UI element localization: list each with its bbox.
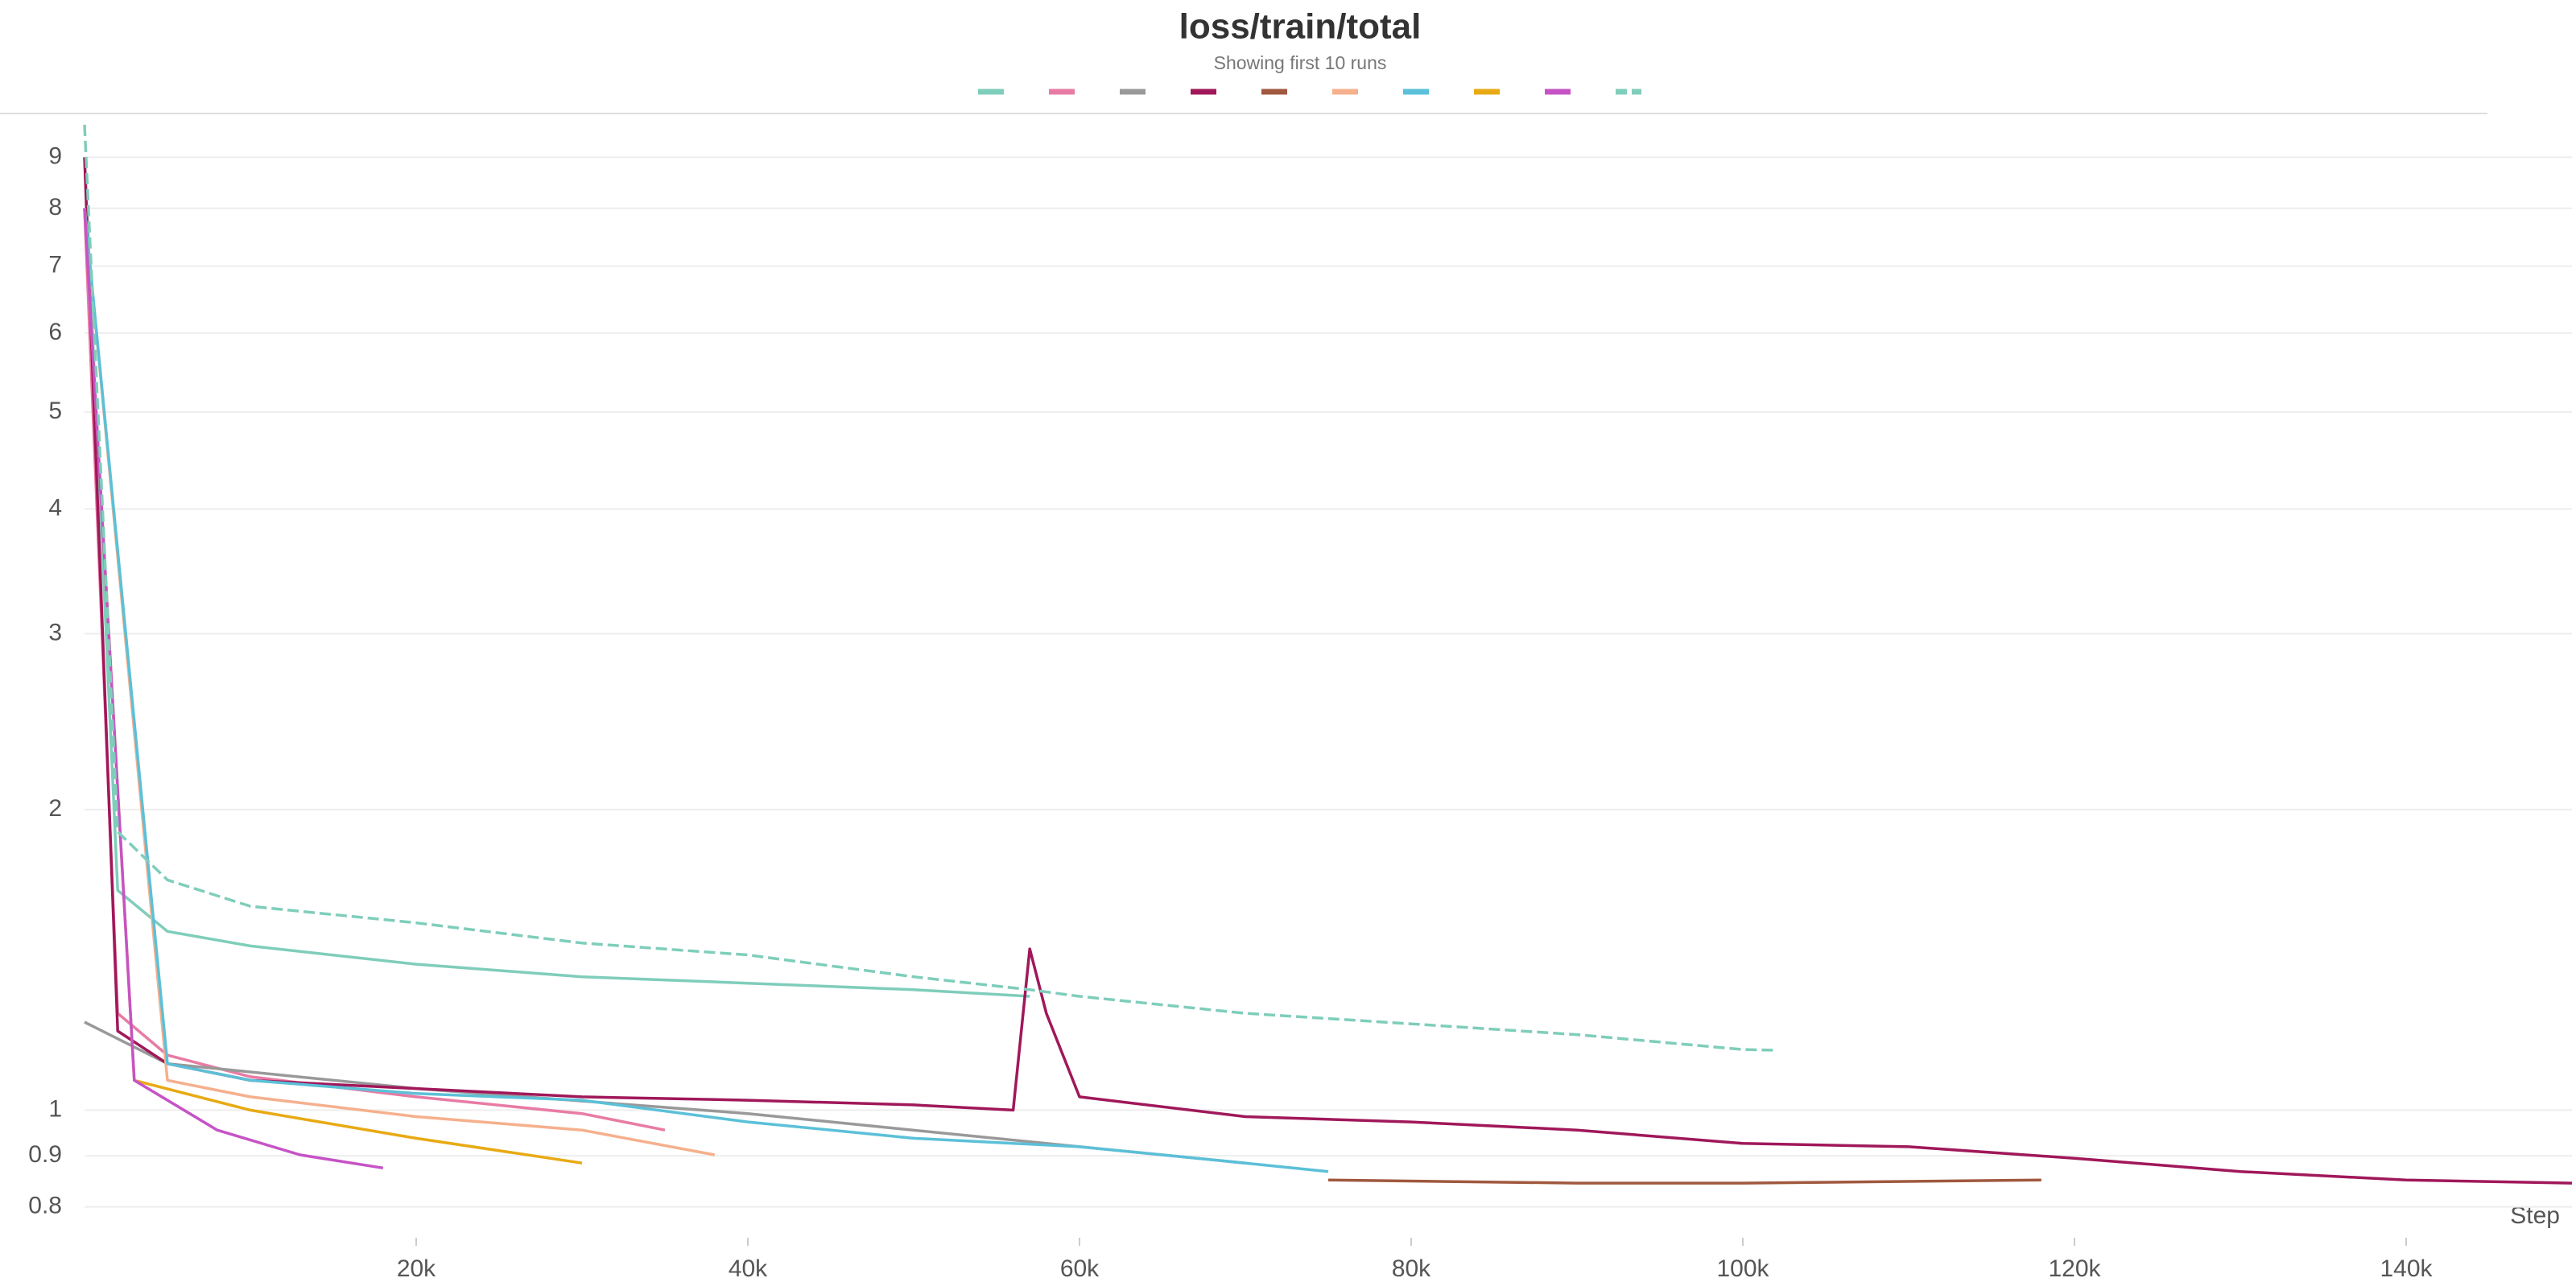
series-line <box>83 208 666 1132</box>
series-line <box>1327 1178 2041 1185</box>
y-tick-label: 1 <box>48 1095 62 1122</box>
x-tick-label: 140k <box>2380 1255 2433 1278</box>
chart-subtitle: Showing first 10 runs <box>1214 52 1387 73</box>
y-tick-label: 5 <box>48 398 62 424</box>
y-tick-label: 4 <box>48 494 62 521</box>
x-tick-label: 80k <box>1392 1255 1431 1278</box>
series-line <box>83 157 2573 1185</box>
y-tick-label: 2 <box>48 795 62 822</box>
series-line <box>83 208 384 1170</box>
x-tick-label: 60k <box>1060 1255 1100 1278</box>
y-tick-label: 0.9 <box>28 1141 62 1168</box>
y-tick-label: 9 <box>48 142 62 169</box>
chart-title: loss/train/total <box>1179 7 1422 47</box>
y-tick-label: 0.8 <box>28 1193 62 1219</box>
series-line <box>83 157 1030 998</box>
series-line <box>83 208 1329 1173</box>
series-line <box>83 208 583 1165</box>
series-line <box>83 124 1777 1052</box>
y-tick-label: 3 <box>48 619 62 645</box>
x-tick-label: 100k <box>1716 1255 1769 1278</box>
y-tick-label: 7 <box>48 252 62 278</box>
x-tick-label: 120k <box>2048 1255 2101 1278</box>
x-tick-label: 20k <box>397 1255 436 1278</box>
y-tick-label: 8 <box>48 194 62 221</box>
x-tick-label: 40k <box>729 1255 768 1278</box>
series-line <box>83 208 716 1156</box>
y-tick-label: 6 <box>48 319 62 345</box>
